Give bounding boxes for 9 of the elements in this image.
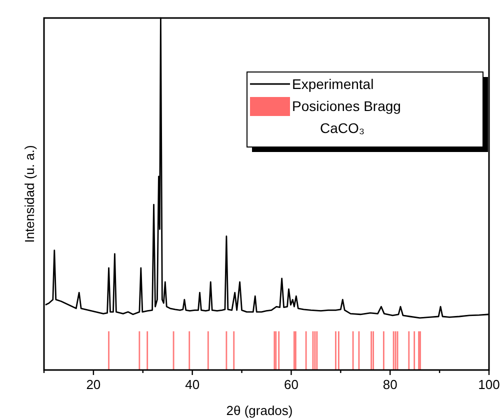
x-axis-title: 2θ (grados) — [226, 403, 293, 418]
x-tick-label: 60 — [284, 377, 298, 392]
x-tick-label: 20 — [86, 377, 101, 392]
x-tick-label: 80 — [382, 377, 398, 392]
x-tick-label: 100 — [478, 377, 500, 392]
legend-label: Experimental — [292, 76, 374, 92]
legend-label: Posiciones Bragg CaCO₃ — [292, 98, 401, 136]
y-axis-title: Intensidad (u. a.) — [22, 145, 37, 243]
x-tick-label: 40 — [185, 377, 200, 392]
